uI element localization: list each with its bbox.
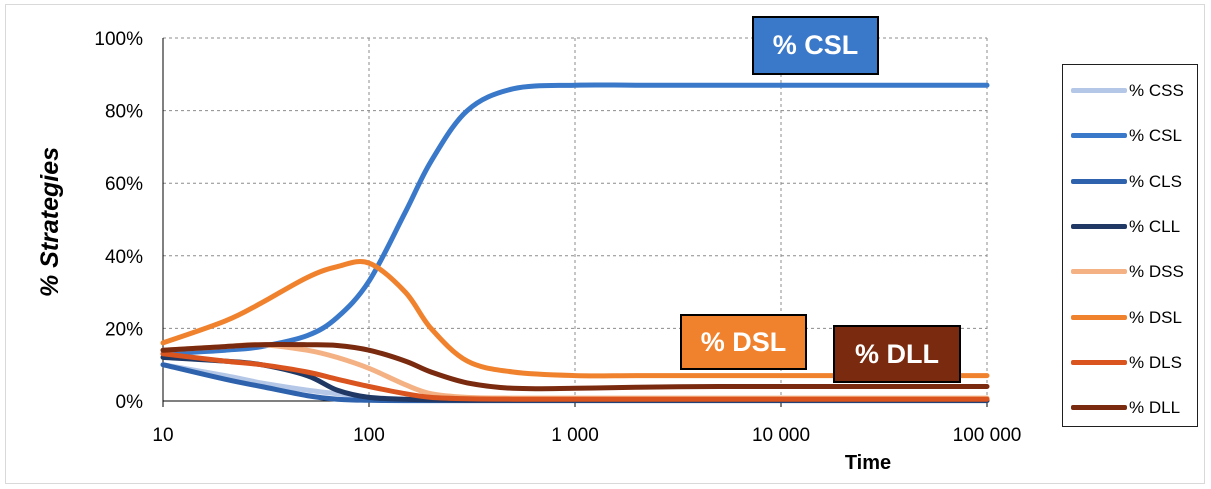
y-axis-title: % Strategies	[36, 147, 64, 297]
legend-item-dll: % DLL	[1071, 398, 1196, 418]
y-tick-label: 20%	[105, 319, 143, 340]
legend-swatch	[1071, 359, 1127, 365]
callout-csl: % CSL	[752, 16, 879, 75]
legend-swatch	[1071, 133, 1127, 139]
x-axis-title: Time	[845, 452, 891, 474]
legend-swatch	[1071, 405, 1127, 411]
y-tick-label: 80%	[105, 102, 143, 123]
series-lines	[160, 82, 990, 404]
y-tick-label: 40%	[105, 247, 143, 268]
series-line-dls	[160, 351, 990, 402]
series-line-dsl	[160, 259, 990, 379]
legend-item-dsl: % DSL	[1071, 308, 1196, 328]
axes: 0% 20% 40% 60% 80% 100% 10 100 1 000 10 000 100 00…	[94, 29, 1021, 446]
legend-label: % CLS	[1129, 171, 1182, 191]
legend-label: % CSS	[1129, 81, 1184, 100]
x-tick-label: 100	[353, 425, 385, 446]
legend-swatch	[1071, 178, 1127, 184]
legend-label: % DLS	[1129, 352, 1182, 372]
callout-dll: % DLL	[833, 325, 961, 383]
x-tick-label: 10 000	[752, 425, 810, 446]
legend-item-cll: % CLL	[1071, 217, 1196, 237]
series-line-csl	[160, 82, 990, 357]
legend-item-dss: % DSS	[1071, 262, 1196, 282]
legend-label: % CSL	[1129, 126, 1182, 146]
legend-swatch	[1071, 269, 1127, 275]
axis-labels: % Strategies Time	[36, 147, 891, 474]
x-tick-label: 100 000	[953, 425, 1022, 446]
legend-swatch	[1071, 223, 1127, 229]
legend-swatch	[1071, 314, 1127, 320]
legend-item-dls: % DLS	[1071, 353, 1196, 373]
y-tick-label: 0%	[116, 392, 144, 413]
legend-item-css: % CSS	[1071, 81, 1196, 101]
legend-swatch	[1071, 88, 1127, 93]
legend: % CSS % CSL % CLS % CLL % DSS % DSL % DLS % DLL	[1062, 64, 1198, 427]
legend-label: % DLL	[1129, 398, 1181, 418]
legend-label: % CLL	[1129, 216, 1181, 236]
legend-label: % DSL	[1129, 307, 1182, 327]
callout-dsl: % DSL	[680, 314, 807, 370]
x-tick-label: 1 000	[551, 425, 599, 446]
legend-label: % DSS	[1129, 262, 1184, 282]
legend-item-csl: % CSL	[1071, 126, 1196, 146]
x-tick-label: 10	[152, 425, 173, 446]
y-tick-label: 60%	[105, 174, 143, 195]
legend-item-cls: % CLS	[1071, 172, 1196, 192]
series-line-dll	[160, 342, 990, 392]
y-tick-label: 100%	[94, 29, 143, 50]
